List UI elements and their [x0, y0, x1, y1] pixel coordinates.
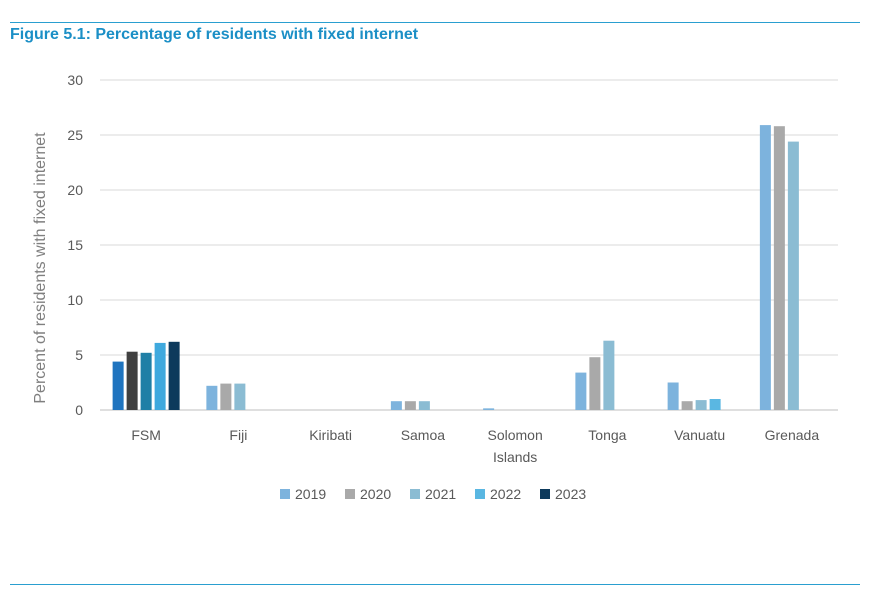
gridlines: [100, 79, 838, 411]
legend-swatch: [280, 489, 290, 499]
legend-label: 2020: [360, 486, 391, 502]
bar: [759, 125, 771, 410]
y-tick-label: 0: [75, 402, 83, 418]
bar: [787, 141, 799, 410]
bar: [418, 401, 430, 410]
legend-swatch: [345, 489, 355, 499]
bar: [140, 352, 152, 410]
bar: [709, 399, 721, 410]
legend-label: 2023: [555, 486, 586, 502]
bar: [603, 340, 615, 410]
bar: [695, 400, 707, 410]
y-tick-label: 20: [67, 182, 83, 198]
legend-label: 2022: [490, 486, 521, 502]
legend-swatch: [475, 489, 485, 499]
bar: [575, 372, 587, 410]
x-tick-label: Samoa: [401, 427, 446, 443]
y-tick-label: 25: [67, 127, 83, 143]
bar: [112, 361, 124, 410]
bar: [589, 357, 601, 410]
y-tick-label: 5: [75, 347, 83, 363]
y-tick-label: 10: [67, 292, 83, 308]
bar: [404, 401, 416, 410]
top-rule: [10, 22, 860, 23]
bar: [234, 383, 246, 410]
legend-swatch: [540, 489, 550, 499]
x-tick-label: Grenada: [765, 427, 820, 443]
bars: [112, 125, 799, 410]
bar: [154, 342, 166, 410]
y-tick-labels: 0 5 10 15 20 25 30: [67, 72, 83, 418]
x-tick-labels: FSM Fiji Kiribati Samoa Solomon Islands Tonga V…: [131, 427, 819, 465]
bar: [206, 385, 218, 410]
figure-title: Figure 5.1: Percentage of residents with…: [10, 26, 419, 43]
bar: [390, 401, 402, 410]
bar: [681, 401, 693, 410]
y-axis-label: Percent of residents with fixed internet: [32, 132, 49, 404]
y-tick-label: 30: [67, 72, 83, 88]
x-tick-label: Kiribati: [309, 427, 352, 443]
legend-label: 2019: [295, 486, 326, 502]
legend: 2019 2020 2021 2022 2023: [280, 486, 586, 502]
bar: [126, 351, 138, 410]
bar: [773, 126, 785, 410]
bar: [667, 382, 679, 410]
bar: [483, 408, 495, 410]
x-tick-label: Tonga: [588, 427, 626, 443]
x-tick-label: FSM: [131, 427, 161, 443]
y-tick-label: 15: [67, 237, 83, 253]
x-tick-label: Islands: [493, 449, 537, 465]
legend-label: 2021: [425, 486, 456, 502]
bar: [168, 341, 180, 410]
x-tick-label: Solomon: [487, 427, 542, 443]
bottom-rule: [10, 584, 860, 585]
x-tick-label: Fiji: [229, 427, 247, 443]
x-tick-label: Vanuatu: [674, 427, 725, 443]
bar: [220, 383, 232, 410]
legend-swatch: [410, 489, 420, 499]
